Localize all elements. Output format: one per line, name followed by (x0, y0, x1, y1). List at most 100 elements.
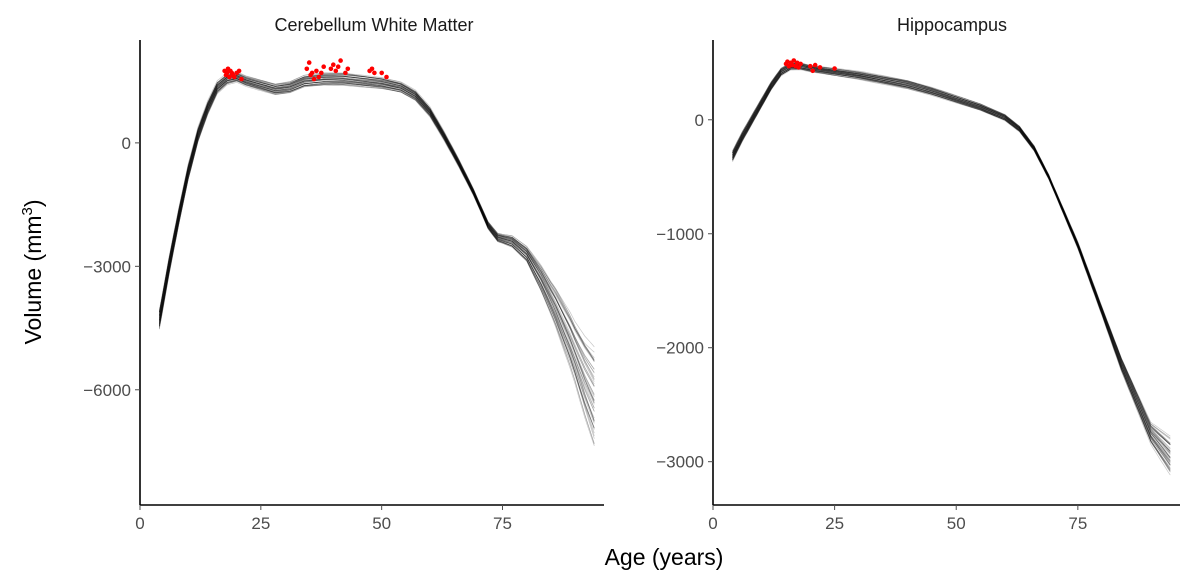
bootstrap-curve (732, 63, 1171, 439)
bootstrap-curve (158, 76, 595, 380)
bootstrap-curve (732, 65, 1171, 458)
bootstrap-curve (158, 74, 595, 382)
y-axis-title: Volume (mm3) (19, 199, 46, 344)
bootstrap-curve (158, 80, 595, 444)
data-point (812, 62, 818, 68)
bootstrap-curve (158, 72, 595, 373)
bootstrap-curve (158, 79, 595, 429)
x-tick-label: 25 (825, 514, 844, 533)
y-axis-title-main: Volume (mm (20, 215, 46, 344)
bootstrap-curve (732, 65, 1171, 454)
bootstrap-curve (732, 68, 1171, 472)
data-point (236, 68, 242, 74)
bootstrap-curve (158, 76, 595, 402)
bootstrap-curve (158, 77, 595, 409)
data-point (321, 64, 327, 69)
x-tick-label: 0 (135, 514, 144, 533)
bootstrap-curve (732, 67, 1171, 466)
data-point (791, 58, 797, 63)
bootstrap-curve (158, 73, 595, 378)
bootstrap-curve (732, 63, 1171, 445)
bootstrap-curve (158, 78, 595, 429)
bootstrap-curve (158, 75, 595, 395)
bootstrap-curve (732, 67, 1171, 468)
bootstrap-curve (732, 67, 1171, 459)
data-point (306, 60, 312, 65)
bootstrap-curve (732, 64, 1171, 445)
bootstrap-curve (732, 64, 1171, 451)
bootstrap-curve (732, 68, 1171, 473)
bootstrap-curve (732, 67, 1171, 466)
bootstrap-curve (732, 66, 1171, 463)
point-group (783, 58, 837, 74)
y-tick-label: 0 (695, 111, 704, 130)
y-tick-label: 0 (122, 134, 131, 153)
bootstrap-curve (158, 78, 595, 421)
x-tick-label: 50 (372, 514, 391, 533)
bootstrap-curve (732, 65, 1171, 452)
bootstrap-curve (732, 64, 1171, 455)
data-point (345, 66, 351, 72)
panel-title: Hippocampus (897, 15, 1007, 35)
bootstrap-curve (732, 63, 1171, 445)
bootstrap-curve (158, 75, 595, 370)
bootstrap-curve (158, 78, 595, 424)
bootstrap-curve (158, 79, 595, 422)
bootstrap-curve (158, 75, 595, 381)
bootstrap-curve (732, 64, 1171, 449)
bootstrap-curve (732, 68, 1171, 471)
bootstrap-curve (732, 64, 1171, 454)
x-axis-title: Age (years) (605, 544, 724, 570)
bootstrap-curve (732, 62, 1171, 439)
bootstrap-curve (158, 76, 595, 396)
data-point (372, 70, 377, 76)
data-point (331, 62, 336, 67)
data-point (319, 70, 324, 76)
bootstrap-curve (732, 68, 1171, 471)
bootstrap-curve (158, 77, 595, 401)
data-point (309, 70, 315, 76)
bootstrap-curve (158, 76, 595, 385)
data-point (817, 65, 823, 70)
data-point (343, 70, 348, 76)
bootstrap-curve (158, 80, 595, 430)
curve-group (732, 62, 1171, 476)
bootstrap-curve (732, 63, 1171, 444)
bootstrap-curve (732, 69, 1171, 472)
bootstrap-curve (158, 80, 595, 445)
bootstrap-curve (732, 67, 1171, 463)
bootstrap-curve (158, 79, 595, 447)
y-axis-title-superscript: 3 (19, 207, 36, 215)
panel-hippocampus: Hippocampus 0 25 50 75 0 −1000 −2000 −3000 (656, 15, 1180, 533)
data-point (328, 66, 334, 72)
bootstrap-curve (158, 78, 595, 409)
bootstrap-curve (732, 65, 1171, 461)
data-point (796, 65, 801, 70)
bootstrap-curve (158, 80, 595, 439)
bootstrap-curve (158, 72, 595, 361)
bootstrap-curve (732, 65, 1171, 462)
bootstrap-curve (158, 78, 595, 419)
y-tick-label: −3000 (656, 453, 704, 472)
x-tick-label: 25 (251, 514, 270, 533)
data-point (369, 66, 375, 72)
bootstrap-curve (732, 67, 1171, 476)
data-point (232, 74, 237, 80)
bootstrap-curve (158, 80, 595, 428)
bootstrap-curve (158, 78, 595, 405)
data-point (304, 66, 310, 72)
bootstrap-curve (732, 62, 1171, 440)
bootstrap-curve (158, 75, 595, 387)
y-tick-label: −3000 (83, 257, 131, 276)
bootstrap-curve (158, 72, 595, 361)
bootstrap-curve (158, 72, 595, 348)
bootstrap-curve (158, 79, 595, 434)
data-point (333, 68, 339, 74)
bootstrap-curve (158, 76, 595, 412)
x-tick-label: 0 (708, 514, 717, 533)
data-point (314, 68, 319, 74)
data-point (338, 58, 343, 63)
data-point (798, 61, 803, 67)
bootstrap-curve (158, 77, 595, 403)
